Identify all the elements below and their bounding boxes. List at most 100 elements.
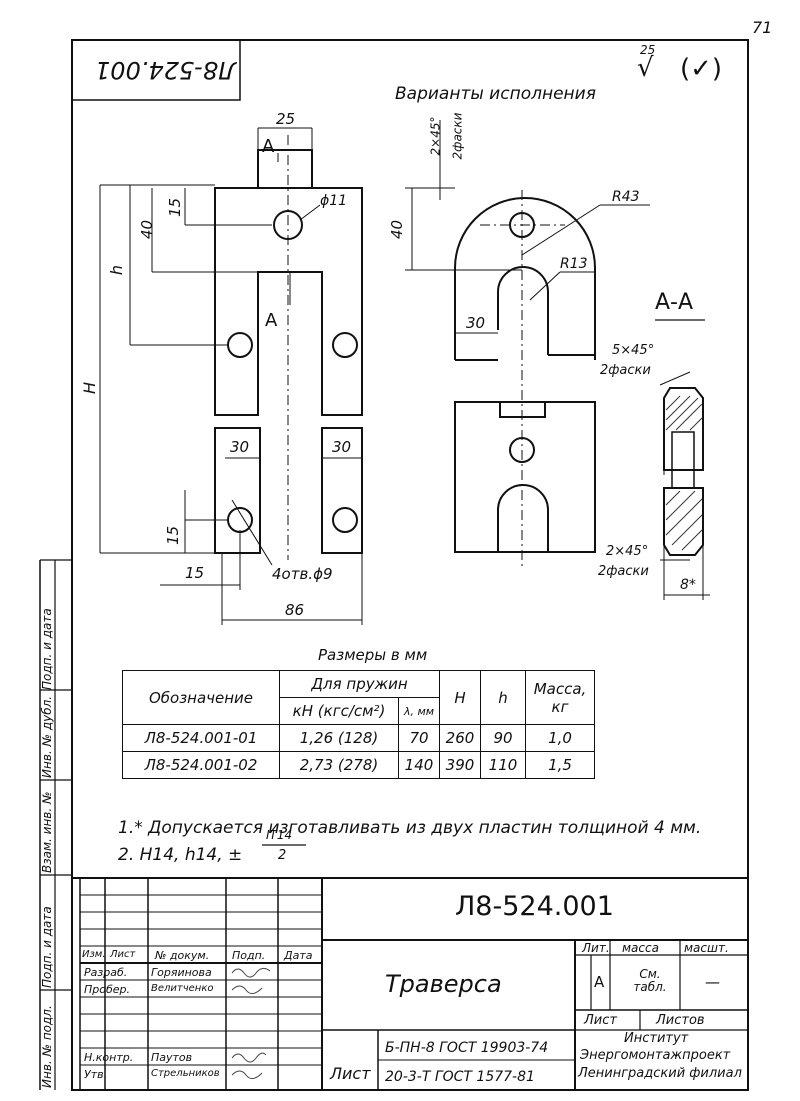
dim-width-top: 25 — [276, 110, 296, 128]
th-h: h — [480, 670, 526, 725]
dim-15-top: 15 — [166, 197, 185, 218]
dim-variant-30: 30 — [466, 314, 486, 332]
col-date: Дата — [284, 949, 313, 962]
dim-r13: R13 — [560, 256, 588, 272]
name-norm-control: Паутов — [151, 1051, 193, 1064]
section-label: А-А — [655, 290, 694, 315]
side-label-dup-inv: Инв. № дубл. — [40, 695, 54, 778]
dim-40: 40 — [138, 219, 157, 240]
section-mark-top: А — [262, 136, 275, 157]
th-mass: Масса, кг — [525, 670, 595, 725]
dim-holes: 4отв.ϕ9 — [272, 565, 333, 583]
roughness-check-icon: √ — [637, 53, 654, 83]
roughness-paren: (✓) — [680, 54, 723, 84]
page-number: 71 — [752, 18, 773, 37]
side-label-sign-date-2: Подп. и дата — [40, 906, 54, 988]
chamfer-2-sub: 2фаски — [598, 564, 649, 579]
org-line-2: Энергомонтажпроект — [580, 1048, 731, 1063]
sheet-frame — [71, 39, 749, 1091]
cell-lambda: 70 — [398, 724, 440, 752]
dim-thickness: 8* — [680, 577, 696, 593]
chamfer-5: 5×45° — [612, 343, 655, 358]
standard-1: Б-ПН-8 ГОСТ 19903-74 — [385, 1040, 549, 1056]
section-a-a — [655, 319, 710, 600]
th-kn: кН (кгс/см²) — [279, 697, 399, 725]
org-line-1: Институт — [624, 1031, 689, 1046]
variants-title: Варианты исполнения — [395, 84, 596, 104]
name-checker: Велитченко — [151, 983, 214, 994]
roughness-value: 25 — [640, 43, 656, 57]
th-designation: Обозначение — [122, 670, 280, 725]
spec-table: Обозначение Для пружин H h Масса, кг кН … — [122, 670, 595, 779]
th-lambda: λ, мм — [398, 697, 440, 725]
cell-kn: 1,26 (128) — [279, 724, 399, 752]
cell-h: 90 — [480, 724, 526, 752]
cell-lambda: 140 — [398, 751, 440, 779]
dim-86: 86 — [285, 601, 305, 619]
role-norm-control: Н.контр. — [84, 1051, 134, 1064]
chamfer-2: 2×45° — [606, 544, 649, 559]
doc-number: Л8-524.001 — [455, 891, 614, 922]
variant-view — [454, 197, 596, 553]
variant-view-dims — [405, 120, 650, 570]
dim-width-30-left: 30 — [230, 438, 250, 456]
scale-value: — — [705, 973, 720, 991]
name-developer: Горяинова — [151, 966, 212, 979]
standard-2: 20-3-Т ГОСТ 1577-81 — [385, 1069, 535, 1085]
section-mark-bottom: А — [265, 310, 278, 331]
dim-H: H — [80, 381, 100, 395]
dim-variant-40: 40 — [388, 219, 407, 240]
side-label-sign-date-1: Подп. и дата — [40, 608, 54, 690]
dim-h: h — [107, 264, 127, 276]
table-caption: Размеры в мм — [318, 646, 428, 664]
dim-hole-11: ϕ11 — [320, 193, 348, 209]
cell-H: 390 — [439, 751, 481, 779]
role-developer: Разраб. — [84, 966, 128, 979]
th-springs: Для пружин — [279, 670, 440, 698]
signatures-icon — [231, 967, 271, 1079]
col-doc: № докум. — [155, 949, 210, 962]
scale-header: масшт. — [684, 941, 729, 955]
sheet-label: Лист — [584, 1013, 617, 1028]
mass-header: масса — [622, 941, 659, 955]
col-izm: Изм. — [82, 949, 106, 960]
side-label-orig-inv: Инв. № подл. — [40, 1005, 54, 1088]
note-fraction-num: IT14 — [266, 828, 293, 842]
table-row: Л8-524.001-01 1,26 (128) 70 260 90 1,0 — [122, 724, 595, 752]
cell-H: 260 — [439, 724, 481, 752]
lit-header: Лит. — [582, 941, 610, 955]
main-view-dims — [99, 127, 363, 625]
sheet-footer-label: Лист — [330, 1064, 371, 1083]
role-checker: Пробер. — [84, 983, 131, 996]
table-row: Л8-524.001-02 2,73 (278) 140 390 110 1,5 — [122, 751, 595, 779]
note-1: 1.* Допускается изготавливать из двух пл… — [118, 818, 702, 838]
dim-15-bottom: 15 — [164, 525, 183, 546]
part-name: Траверса — [385, 970, 502, 998]
title-block — [72, 877, 748, 1090]
cell-designation: Л8-524.001-02 — [122, 751, 280, 779]
top-stamp-number: Л8-524.001 — [95, 56, 237, 84]
cell-h: 110 — [480, 751, 526, 779]
note-fraction-den: 2 — [278, 848, 287, 863]
role-approver: Утв. — [84, 1068, 108, 1081]
chamfer-top-sub: 2фаски — [450, 112, 465, 160]
note-2: 2. H14, h14, ± — [118, 845, 243, 865]
name-approver: Стрельников — [151, 1068, 220, 1079]
dim-15-side: 15 — [185, 564, 205, 582]
org-line-3: Ленинградский филиал — [578, 1066, 742, 1081]
cell-mass: 1,5 — [525, 751, 595, 779]
cell-designation: Л8-524.001-01 — [122, 724, 280, 752]
side-label-replace-inv: Взам. инв. № — [40, 791, 54, 873]
col-list: Лист — [110, 949, 136, 960]
mass-value: См. табл. — [633, 967, 667, 995]
dim-width-30-right: 30 — [332, 438, 352, 456]
dim-r43: R43 — [612, 189, 640, 205]
th-H: H — [439, 670, 481, 725]
lit-value: А — [594, 973, 605, 991]
chamfer-top: 2×45° — [428, 116, 443, 156]
cell-kn: 2,73 (278) — [279, 751, 399, 779]
cell-mass: 1,0 — [525, 724, 595, 752]
col-sign: Подп. — [232, 949, 266, 962]
chamfer-5-sub: 2фаски — [600, 363, 651, 378]
sheets-label: Листов — [656, 1013, 705, 1028]
